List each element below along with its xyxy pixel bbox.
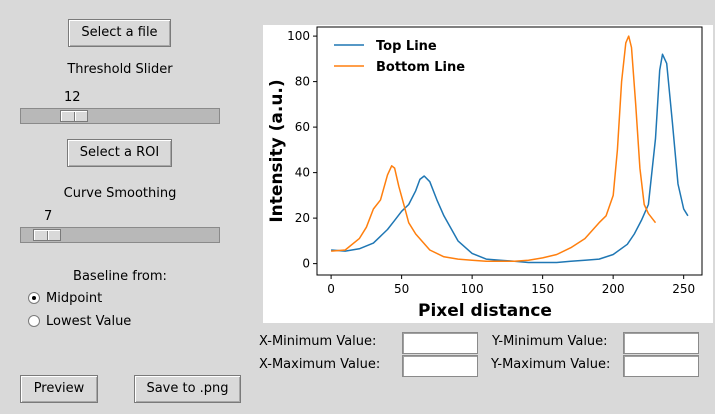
select-roi-button[interactable]: Select a ROI — [67, 139, 172, 167]
threshold-slider-value: 12 — [64, 90, 81, 105]
chart-ylabel: Intensity (a.u.) — [267, 79, 287, 222]
intensity-chart: 0 50 100 150 200 250 0 20 40 60 80 100 Pixel distan… — [263, 25, 713, 323]
series-line-top-line — [331, 53, 689, 264]
chart-background — [263, 25, 713, 323]
x-tick-label: 250 — [672, 282, 695, 296]
threshold-slider-title: Threshold Slider — [67, 62, 173, 77]
preview-button[interactable]: Preview — [20, 375, 98, 403]
y-tick-label: 60 — [295, 120, 310, 134]
y-max-input[interactable] — [623, 355, 699, 377]
x-tick-label: 0 — [327, 282, 335, 296]
radio-selected-dot — [32, 296, 36, 300]
x-max-label: X-Maximum Value: — [259, 357, 381, 372]
baseline-lowest-radio[interactable] — [28, 315, 40, 327]
x-tick-label: 150 — [531, 282, 554, 296]
x-tick-label: 200 — [602, 282, 625, 296]
y-tick-label: 0 — [302, 257, 310, 271]
curve-smoothing-slider[interactable] — [20, 227, 220, 243]
baseline-midpoint-label[interactable]: Midpoint — [46, 291, 103, 306]
x-max-input[interactable] — [402, 355, 478, 377]
baseline-title: Baseline from: — [73, 269, 167, 284]
x-min-label: X-Minimum Value: — [259, 334, 377, 349]
threshold-slider[interactable] — [20, 108, 220, 124]
baseline-lowest-label[interactable]: Lowest Value — [46, 314, 132, 329]
x-tick-label: 50 — [394, 282, 409, 296]
threshold-slider-handle[interactable] — [60, 110, 88, 122]
curve-smoothing-title: Curve Smoothing — [63, 186, 177, 201]
chart-axes-frame — [316, 26, 703, 276]
x-min-input[interactable] — [402, 332, 478, 354]
series-line-bottom-line — [331, 35, 657, 263]
y-tick-label: 20 — [295, 211, 310, 225]
y-tick-label: 100 — [287, 29, 310, 43]
save-png-button[interactable]: Save to .png — [134, 375, 241, 403]
y-tick-label: 80 — [295, 75, 310, 89]
curve-smoothing-value: 7 — [44, 209, 53, 224]
y-min-input[interactable] — [623, 332, 699, 354]
legend-label-bottom-line: Bottom Line — [376, 60, 465, 75]
baseline-midpoint-radio[interactable] — [28, 292, 40, 304]
y-max-label: Y-Maximum Value: — [491, 357, 611, 372]
chart-legend: Top Line Bottom Line — [334, 39, 465, 75]
x-tick-label: 100 — [461, 282, 484, 296]
curve-smoothing-slider-handle[interactable] — [33, 229, 61, 241]
y-tick-label: 40 — [295, 166, 310, 180]
y-min-label: Y-Minimum Value: — [492, 334, 608, 349]
select-file-button[interactable]: Select a file — [68, 19, 171, 47]
legend-label-top-line: Top Line — [376, 39, 437, 54]
chart-xlabel: Pixel distance — [418, 301, 552, 321]
